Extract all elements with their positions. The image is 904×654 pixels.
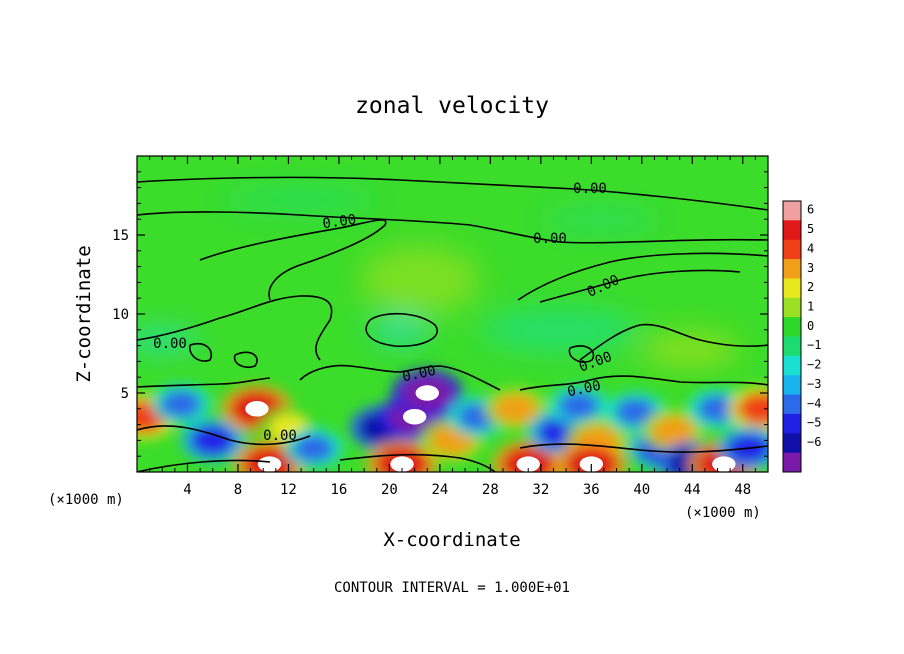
x-axis: 4 8 12 16 20 24 28 32 36 40 44 48 [149,156,756,498]
field-feature-core [245,401,269,417]
y-axis: 5 10 15 [112,171,768,457]
x-units-right: (×1000 m) [685,505,761,521]
contour-label: 0.00 [322,212,358,233]
field-feature [161,390,202,418]
contour-lines [137,176,768,472]
field-feature [190,425,235,456]
x-units-left: (×1000 m) [48,492,124,508]
y-tick-label: 5 [121,386,129,402]
x-tick-label: 16 [330,482,347,498]
contour-label: 0.00 [533,231,567,247]
colorbar-label: 5 [807,222,814,236]
colorbar-swatch [783,317,801,337]
x-tick-label: 4 [183,482,191,498]
field-feature-core [415,385,439,401]
field-feature-core [390,456,414,472]
field-feature-core [402,408,427,425]
x-tick-label: 8 [234,482,242,498]
x-axis-label: X-coordinate [383,529,520,551]
colorbar-label: −4 [807,396,821,410]
field-feature-core [712,456,736,472]
field-feature-core [516,456,540,472]
colorbar-swatch [783,433,801,454]
colorbar-swatch [783,375,801,396]
contour-label: 0.00 [153,336,187,352]
footer-text: CONTOUR INTERVAL = 1.000E+01 [334,580,570,596]
x-tick-label: 32 [532,482,549,498]
colorbar-swatch [783,239,801,260]
colorbar-swatch [783,336,801,357]
colorbar-swatch [783,220,801,241]
field-feature [293,434,334,462]
colorbar-swatch [783,413,801,434]
colorbar-swatch [783,278,801,299]
colorbar-swatch [783,394,801,415]
x-tick-label: 24 [431,482,448,498]
colorbar-label: 3 [807,261,814,275]
colorbar-label: 2 [807,280,814,294]
colorbar-swatch [783,297,801,318]
x-tick-label: 48 [734,482,751,498]
colorbar-swatch [783,259,801,279]
chart-title: zonal velocity [355,93,549,119]
colorbar: 6 5 4 3 2 1 0 −1 −2 −3 −4 −5 −6 [782,200,821,473]
colorbar-label: −1 [807,338,821,352]
y-tick-label: 15 [112,228,129,244]
x-tick-label: 28 [482,482,499,498]
colorbar-swatch [783,201,801,221]
field-feature [697,395,738,423]
contour-label: 0.00 [263,428,297,444]
x-tick-label: 36 [583,482,600,498]
field-feature [737,392,768,425]
colorbar-label: 1 [807,299,814,313]
velocity-field [137,156,768,472]
colorbar-swatch [783,452,801,473]
field-feature [558,392,599,420]
field-feature-core [257,456,282,472]
x-tick-label: 12 [280,482,297,498]
colorbar-frame [782,200,802,473]
contour-label: 0.00 [566,378,602,401]
colorbar-label: −3 [807,377,821,391]
colorbar-label: −2 [807,358,821,372]
contour-label: 0.00 [401,363,437,386]
x-tick-label: 44 [684,482,701,498]
y-tick-label: 10 [112,307,129,323]
colorbar-swatch [783,355,801,376]
field-feature [615,398,656,426]
colorbar-label: 0 [807,319,814,333]
colorbar-label: −5 [807,416,821,430]
contour-label: 0.00 [573,181,607,197]
x-tick-label: 40 [633,482,650,498]
field-feature [651,416,696,446]
colorbar-label: −6 [807,435,821,449]
x-tick-label: 20 [381,482,398,498]
colorbar-label: 6 [807,203,814,217]
colorbar-label: 4 [807,241,814,255]
y-axis-label: Z-coordinate [73,245,95,382]
field-feature [493,394,538,424]
